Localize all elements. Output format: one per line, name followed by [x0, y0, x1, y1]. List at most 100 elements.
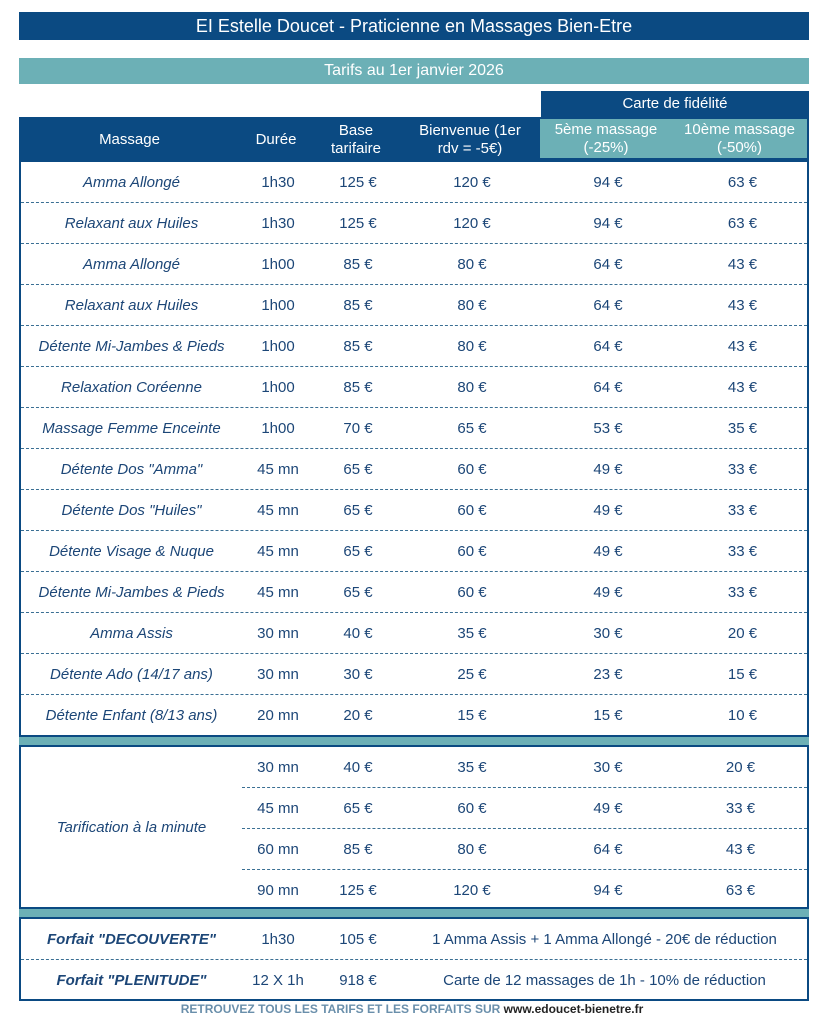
- cell-massage: Amma Allongé: [83, 255, 180, 273]
- cell-base: 65 €: [343, 542, 373, 560]
- cell-duree: 20 mn: [257, 706, 299, 724]
- header-massage: Massage: [99, 130, 160, 148]
- table-row: Amma Allongé 1h30 125 € 120 € 94 € 63 €: [21, 162, 807, 203]
- cell-massage: Amma Assis: [90, 624, 173, 642]
- cell-duree: 45 mn: [257, 460, 299, 478]
- cell-5eme: 49 €: [593, 460, 623, 478]
- table-row: Détente Visage & Nuque 45 mn 65 € 60 € 49 € 3…: [21, 531, 807, 572]
- cell-massage: Détente Enfant (8/13 ans): [45, 706, 218, 724]
- separator: [19, 735, 809, 747]
- table-row: Détente Dos "Amma" 45 mn 65 € 60 € 49 € 33 €: [21, 449, 807, 490]
- cell-base: 125 €: [339, 214, 377, 232]
- cell-description: Carte de 12 massages de 1h - 10% de rédu…: [443, 971, 766, 989]
- cell-bienvenue: 80 €: [457, 378, 487, 396]
- subtitle: Tarifs au 1er janvier 2026: [19, 58, 809, 84]
- cell-bienvenue: 80 €: [457, 296, 487, 314]
- cell-5eme: 49 €: [593, 501, 623, 519]
- cell-duree: 1h30: [261, 214, 295, 232]
- website-link[interactable]: www.edoucet-bienetre.fr: [503, 1002, 644, 1016]
- cell-10eme: 33 €: [727, 501, 758, 519]
- cell-massage: Relaxant aux Huiles: [64, 296, 199, 314]
- header-10eme: 10ème massage (-50%): [672, 119, 807, 158]
- header-duree: Durée: [255, 130, 297, 148]
- cell-duree: 12 X 1h: [252, 971, 304, 989]
- cell-massage: Amma Allongé: [83, 173, 180, 191]
- cell-bienvenue: 60 €: [457, 501, 487, 519]
- cell-10eme: 33 €: [725, 799, 756, 817]
- cell-massage: Détente Visage & Nuque: [49, 542, 214, 560]
- cell-duree: 1h30: [261, 930, 295, 948]
- cell-10eme: 43 €: [727, 255, 758, 273]
- cell-10eme: 43 €: [727, 296, 758, 314]
- table-row: Détente Ado (14/17 ans) 30 mn 30 € 25 € 23 €…: [21, 654, 807, 695]
- cell-bienvenue: 25 €: [457, 665, 487, 683]
- cell-base: 105 €: [339, 930, 377, 948]
- cell-bienvenue: 80 €: [457, 337, 487, 355]
- cell-duree: 1h00: [261, 337, 295, 355]
- minute-row: 60 mn 85 € 80 € 64 € 43 €: [242, 829, 807, 870]
- cell-10eme: 63 €: [727, 173, 758, 191]
- cell-bienvenue: 80 €: [457, 840, 487, 858]
- footer: RETROUVEZ TOUS LES TARIFS ET LES FORFAIT…: [0, 1002, 824, 1016]
- cell-10eme: 63 €: [725, 881, 756, 899]
- cell-base: 65 €: [343, 460, 373, 478]
- cell-bienvenue: 80 €: [457, 255, 487, 273]
- cell-duree: 1h00: [261, 378, 295, 396]
- cell-10eme: 33 €: [727, 460, 758, 478]
- cell-5eme: 53 €: [593, 419, 623, 437]
- table-row: Relaxation Coréenne 1h00 85 € 80 € 64 € 43 €: [21, 367, 807, 408]
- cell-base: 918 €: [339, 971, 377, 989]
- page-title: EI Estelle Doucet - Praticienne en Massa…: [19, 12, 809, 40]
- cell-bienvenue: 35 €: [457, 758, 487, 776]
- cell-bienvenue: 35 €: [457, 624, 487, 642]
- cell-bienvenue: 60 €: [457, 583, 487, 601]
- cell-bienvenue: 15 €: [457, 706, 487, 724]
- cell-base: 70 €: [343, 419, 373, 437]
- cell-duree: 1h00: [261, 255, 295, 273]
- cell-massage: Relaxant aux Huiles: [64, 214, 199, 232]
- cell-10eme: 43 €: [727, 337, 758, 355]
- separator: [19, 907, 809, 919]
- fidelity-header: Carte de fidélité: [541, 91, 809, 117]
- header-5eme: 5ème massage (-25%): [540, 119, 672, 158]
- minute-row: 90 mn 125 € 120 € 94 € 63 €: [242, 870, 807, 910]
- table-header: Massage Durée Base tarifaire Bienvenue (…: [19, 117, 809, 162]
- cell-base: 30 €: [343, 665, 373, 683]
- cell-base: 85 €: [343, 840, 373, 858]
- cell-massage: Détente Mi-Jambes & Pieds: [38, 337, 225, 355]
- table-row: Détente Mi-Jambes & Pieds 45 mn 65 € 60 € 49…: [21, 572, 807, 613]
- cell-duree: 45 mn: [257, 583, 299, 601]
- cell-5eme: 23 €: [593, 665, 623, 683]
- cell-5eme: 94 €: [593, 173, 623, 191]
- cell-10eme: 63 €: [727, 214, 758, 232]
- cell-massage: Relaxation Coréenne: [61, 378, 202, 396]
- cell-5eme: 64 €: [593, 840, 623, 858]
- cell-duree: 1h00: [261, 419, 295, 437]
- cell-10eme: 43 €: [727, 378, 758, 396]
- cell-duree: 45 mn: [257, 799, 299, 817]
- cell-duree: 90 mn: [257, 881, 299, 899]
- table-row: Relaxant aux Huiles 1h00 85 € 80 € 64 € 43 €: [21, 285, 807, 326]
- cell-massage: Détente Dos "Amma": [60, 460, 203, 478]
- cell-bienvenue: 60 €: [457, 542, 487, 560]
- header-base: Base tarifaire: [330, 121, 382, 157]
- cell-10eme: 10 €: [727, 706, 758, 724]
- cell-massage: Forfait "PLENITUDE": [56, 971, 207, 989]
- table-row: Relaxant aux Huiles 1h30 125 € 120 € 94 € 63 …: [21, 203, 807, 244]
- cell-base: 85 €: [343, 296, 373, 314]
- cell-base: 65 €: [343, 799, 373, 817]
- cell-base: 40 €: [343, 758, 373, 776]
- cell-base: 65 €: [343, 501, 373, 519]
- forfait-row: Forfait "DECOUVERTE" 1h30 105 € 1 Amma Assi…: [21, 919, 807, 960]
- cell-5eme: 64 €: [593, 255, 623, 273]
- cell-5eme: 64 €: [593, 337, 623, 355]
- cell-massage: Détente Mi-Jambes & Pieds: [38, 583, 225, 601]
- cell-duree: 45 mn: [257, 501, 299, 519]
- table-row: Amma Assis 30 mn 40 € 35 € 30 € 20 €: [21, 613, 807, 654]
- cell-10eme: 20 €: [725, 758, 756, 776]
- cell-base: 125 €: [339, 173, 377, 191]
- cell-base: 65 €: [343, 583, 373, 601]
- cell-10eme: 33 €: [727, 542, 758, 560]
- cell-base: 40 €: [343, 624, 373, 642]
- cell-5eme: 49 €: [593, 542, 623, 560]
